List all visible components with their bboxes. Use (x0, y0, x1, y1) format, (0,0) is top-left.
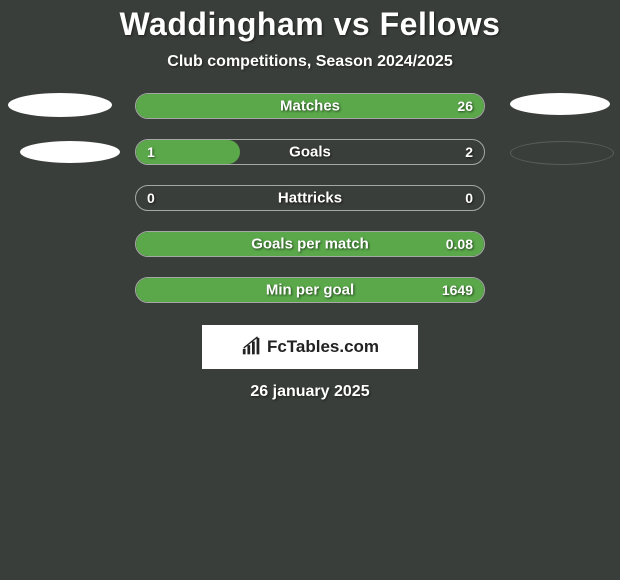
bar-label: Hattricks (278, 190, 342, 207)
date-label: 26 january 2025 (0, 383, 620, 401)
stat-bar: Matches 26 (135, 93, 485, 119)
stat-bar: Min per goal 1649 (135, 277, 485, 303)
stat-bar: Hattricks 0 0 (135, 185, 485, 211)
bar-right-value: 26 (457, 98, 473, 114)
bar-label: Min per goal (266, 282, 354, 299)
stat-bar: Goals 1 2 (135, 139, 485, 165)
bar-label: Matches (280, 98, 340, 115)
bar-right-value: 1649 (442, 282, 473, 298)
bars-container: Matches 26 Goals 1 2 Hattricks 0 0 Goals per mat… (135, 93, 485, 303)
bar-left-value: 1 (147, 144, 155, 160)
decorative-oval-left-top (8, 93, 112, 117)
decorative-oval-right-bottom (510, 141, 614, 165)
bar-right-value: 0.08 (446, 236, 473, 252)
page-title: Waddingham vs Fellows (0, 6, 620, 43)
chart-area: Matches 26 Goals 1 2 Hattricks 0 0 Goals per mat… (0, 93, 620, 303)
comparison-infographic: Waddingham vs Fellows Club competitions,… (0, 0, 620, 401)
brand-badge: FcTables.com (202, 325, 418, 369)
bar-left-value: 0 (147, 190, 155, 206)
stat-bar: Goals per match 0.08 (135, 231, 485, 257)
bar-label: Goals (289, 144, 331, 161)
bar-label: Goals per match (251, 236, 369, 253)
decorative-oval-left-bottom (20, 141, 120, 163)
brand-name: FcTables.com (267, 337, 379, 357)
subtitle: Club competitions, Season 2024/2025 (0, 53, 620, 71)
bar-right-value: 2 (465, 144, 473, 160)
decorative-oval-right-top (510, 93, 610, 115)
bar-right-value: 0 (465, 190, 473, 206)
bar-chart-icon (241, 336, 263, 358)
